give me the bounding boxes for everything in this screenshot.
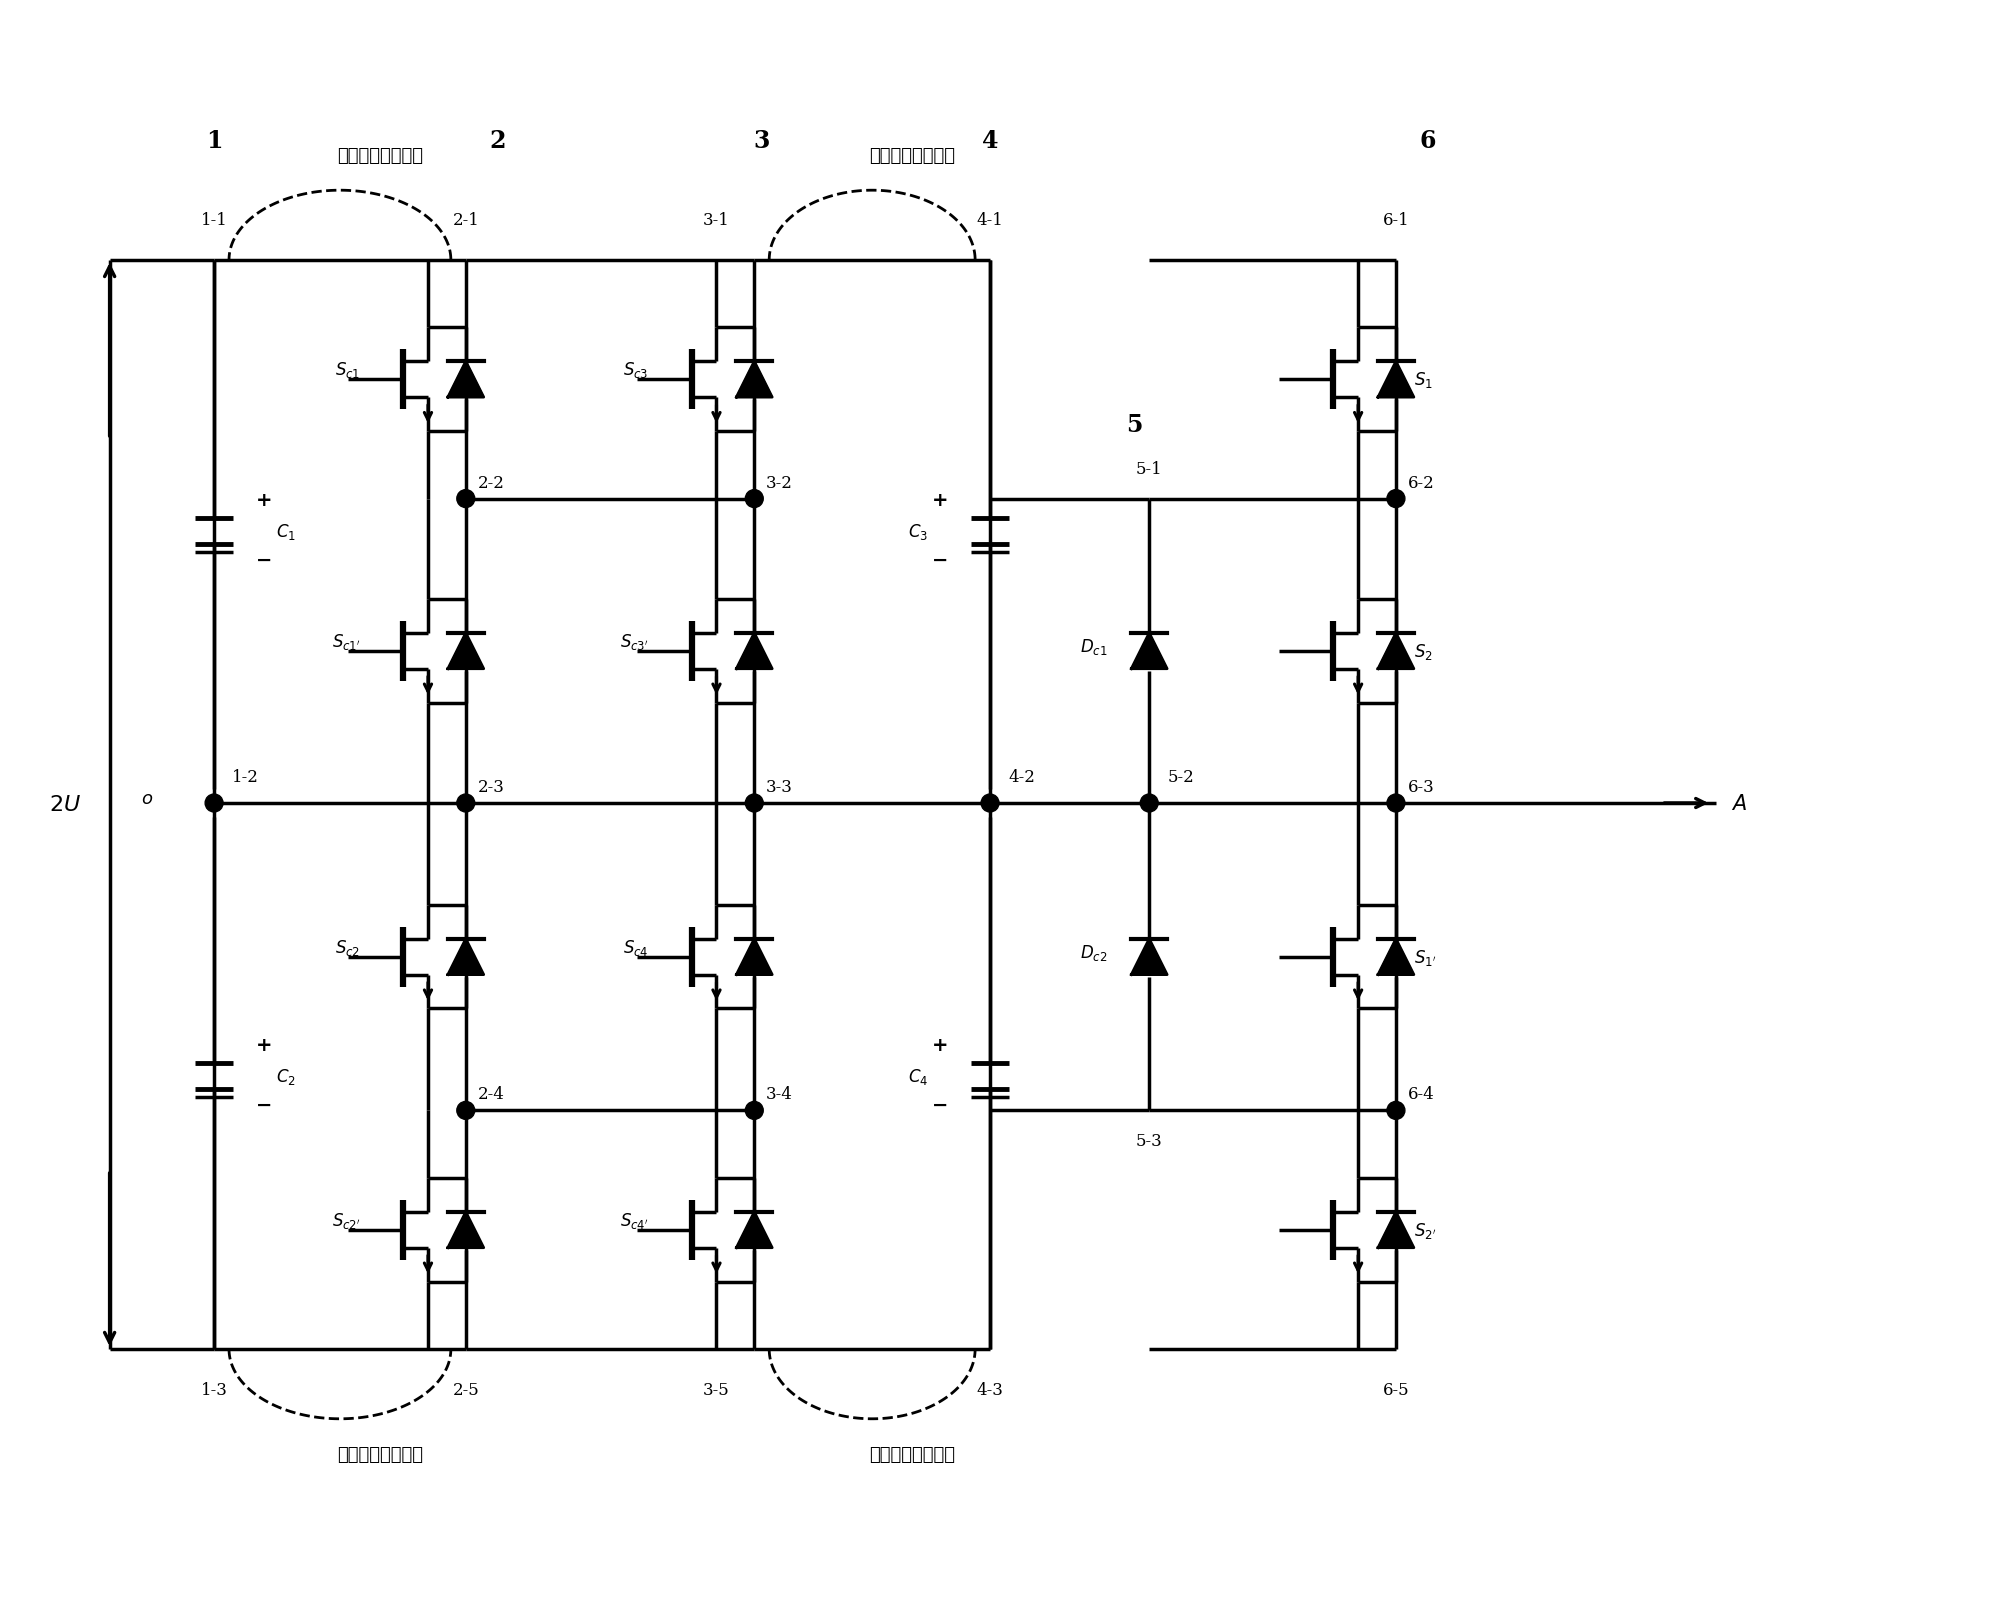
Circle shape: [1140, 794, 1158, 813]
Text: 6-5: 6-5: [1382, 1380, 1410, 1398]
Text: $o$: $o$: [142, 789, 154, 808]
Polygon shape: [448, 362, 484, 399]
Polygon shape: [736, 633, 772, 669]
Text: $C_3$: $C_3$: [908, 522, 928, 542]
Text: 6-3: 6-3: [1408, 778, 1434, 795]
Circle shape: [746, 490, 764, 508]
Text: $S_{1'}$: $S_{1'}$: [1414, 947, 1436, 967]
Circle shape: [1386, 490, 1404, 508]
Text: $S_{c2}$: $S_{c2}$: [336, 937, 360, 958]
Polygon shape: [736, 362, 772, 399]
Text: 5: 5: [1126, 413, 1142, 437]
Circle shape: [746, 794, 764, 813]
Text: $C_1$: $C_1$: [276, 522, 296, 542]
Text: 3-3: 3-3: [766, 778, 794, 795]
Text: $S_{c4'}$: $S_{c4'}$: [620, 1210, 648, 1229]
Polygon shape: [1378, 938, 1414, 975]
Circle shape: [746, 1102, 764, 1120]
Text: $S_{c4}$: $S_{c4}$: [624, 937, 648, 958]
Text: 6-4: 6-4: [1408, 1086, 1434, 1102]
Text: 5-1: 5-1: [1136, 461, 1162, 477]
Text: 4-2: 4-2: [1008, 768, 1034, 786]
Text: $S_{c1'}$: $S_{c1'}$: [332, 632, 360, 651]
Text: 6-2: 6-2: [1408, 474, 1434, 492]
Circle shape: [456, 794, 474, 813]
Text: 4-1: 4-1: [976, 212, 1004, 228]
Text: $2U$: $2U$: [48, 794, 80, 816]
Polygon shape: [1378, 633, 1414, 669]
Text: 第一直流侧正母线: 第一直流侧正母线: [336, 148, 422, 166]
Text: 4: 4: [982, 130, 998, 153]
Text: $S_1$: $S_1$: [1414, 370, 1432, 391]
Text: +: +: [932, 490, 948, 509]
Text: $S_2$: $S_2$: [1414, 641, 1432, 662]
Circle shape: [206, 794, 224, 813]
Text: 2: 2: [490, 130, 506, 153]
Text: −: −: [932, 1094, 948, 1114]
Text: 6-1: 6-1: [1382, 212, 1410, 228]
Text: 2-4: 2-4: [478, 1086, 504, 1102]
Text: 3-2: 3-2: [766, 474, 794, 492]
Text: +: +: [932, 1035, 948, 1054]
Text: 2-5: 2-5: [452, 1380, 480, 1398]
Text: 1-3: 1-3: [200, 1380, 228, 1398]
Text: $C_4$: $C_4$: [908, 1067, 928, 1086]
Text: 1-2: 1-2: [232, 768, 258, 786]
Text: $S_{c3'}$: $S_{c3'}$: [620, 632, 648, 651]
Text: 4-3: 4-3: [976, 1380, 1004, 1398]
Circle shape: [1386, 794, 1404, 813]
Text: $A$: $A$: [1732, 794, 1748, 813]
Text: 5-3: 5-3: [1136, 1133, 1162, 1149]
Text: $D_{c1}$: $D_{c1}$: [1080, 636, 1108, 656]
Polygon shape: [1378, 362, 1414, 399]
Circle shape: [982, 794, 1000, 813]
Text: −: −: [256, 551, 272, 569]
Text: $S_{c3}$: $S_{c3}$: [624, 360, 648, 379]
Polygon shape: [448, 938, 484, 975]
Text: 1: 1: [206, 130, 222, 153]
Polygon shape: [1132, 633, 1168, 669]
Text: −: −: [256, 1094, 272, 1114]
Polygon shape: [1378, 1212, 1414, 1249]
Text: 1-1: 1-1: [200, 212, 228, 228]
Text: 2-3: 2-3: [478, 778, 504, 795]
Circle shape: [1386, 1102, 1404, 1120]
Text: +: +: [256, 490, 272, 509]
Text: 3: 3: [754, 130, 770, 153]
Text: $S_{2'}$: $S_{2'}$: [1414, 1220, 1436, 1241]
Text: +: +: [256, 1035, 272, 1054]
Text: 5-2: 5-2: [1168, 768, 1194, 786]
Text: $S_{c2'}$: $S_{c2'}$: [332, 1210, 360, 1229]
Circle shape: [456, 1102, 474, 1120]
Text: 6: 6: [1420, 130, 1436, 153]
Text: 3-4: 3-4: [766, 1086, 794, 1102]
Text: $D_{c2}$: $D_{c2}$: [1080, 942, 1108, 963]
Polygon shape: [1132, 938, 1168, 975]
Polygon shape: [736, 1212, 772, 1249]
Polygon shape: [448, 633, 484, 669]
Text: 第一直流侧负母线: 第一直流侧负母线: [336, 1445, 422, 1462]
Text: 第二直流侧正母线: 第二直流侧正母线: [868, 148, 954, 166]
Text: 3-1: 3-1: [704, 212, 730, 228]
Polygon shape: [448, 1212, 484, 1249]
Text: 2-1: 2-1: [452, 212, 480, 228]
Text: 第二直流侧负母线: 第二直流侧负母线: [868, 1445, 954, 1462]
Text: 3-5: 3-5: [704, 1380, 730, 1398]
Text: $C_2$: $C_2$: [276, 1067, 296, 1086]
Polygon shape: [736, 938, 772, 975]
Text: −: −: [932, 551, 948, 569]
Circle shape: [456, 490, 474, 508]
Text: $S_{c1}$: $S_{c1}$: [336, 360, 360, 379]
Text: 2-2: 2-2: [478, 474, 504, 492]
